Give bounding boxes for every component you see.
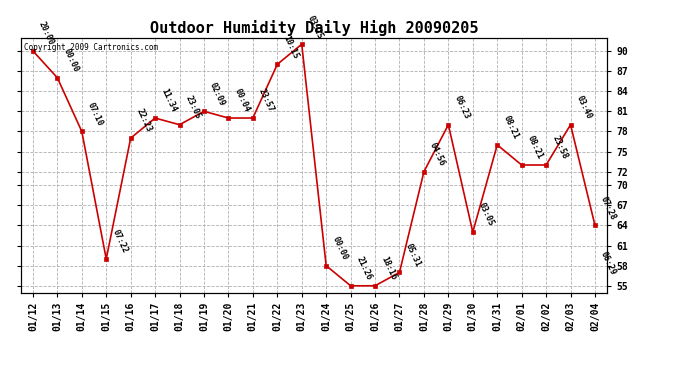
Text: 00:00: 00:00: [61, 47, 80, 74]
Text: 06:29: 06:29: [599, 251, 618, 277]
Text: 00:04: 00:04: [233, 87, 251, 114]
Text: 23:05: 23:05: [184, 94, 202, 121]
Text: 06:23: 06:23: [453, 94, 471, 121]
Text: 05:31: 05:31: [404, 242, 422, 268]
Text: 02:09: 02:09: [208, 81, 227, 107]
Text: 23:57: 23:57: [257, 87, 276, 114]
Title: Outdoor Humidity Daily High 20090205: Outdoor Humidity Daily High 20090205: [150, 20, 478, 36]
Text: 07:10: 07:10: [86, 101, 105, 127]
Text: 08:21: 08:21: [526, 134, 544, 161]
Text: 22:23: 22:23: [135, 108, 154, 134]
Text: 21:26: 21:26: [355, 255, 373, 282]
Text: 11:34: 11:34: [159, 87, 178, 114]
Text: 03:40: 03:40: [575, 94, 593, 121]
Text: Copyright 2009 Cartronics.com: Copyright 2009 Cartronics.com: [23, 43, 158, 52]
Text: 03:05: 03:05: [477, 201, 495, 228]
Text: 08:21: 08:21: [502, 114, 520, 141]
Text: 07:22: 07:22: [110, 228, 129, 255]
Text: 03:25: 03:25: [306, 13, 324, 40]
Text: 07:28: 07:28: [599, 195, 618, 221]
Text: 23:58: 23:58: [550, 134, 569, 161]
Text: 04:56: 04:56: [428, 141, 447, 168]
Text: 10:15: 10:15: [282, 34, 300, 60]
Text: 00:00: 00:00: [331, 235, 349, 261]
Text: 18:16: 18:16: [380, 255, 398, 282]
Text: 20:00: 20:00: [37, 20, 56, 47]
